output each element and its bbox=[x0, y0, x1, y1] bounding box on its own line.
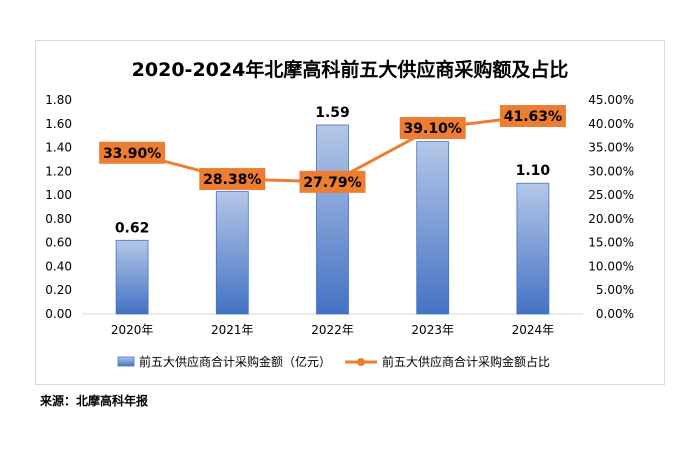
y-left-tick-label: 1.00 bbox=[45, 188, 72, 202]
y-right-tick-label: 15.00% bbox=[588, 236, 634, 250]
chart-frame bbox=[35, 40, 665, 385]
y-left-tick-label: 0.60 bbox=[45, 236, 72, 250]
ratio-label-box bbox=[99, 141, 166, 164]
y-right-tick-label: 30.00% bbox=[588, 164, 634, 178]
legend-line-label: 前五大供应商合计采购金额占比 bbox=[382, 354, 550, 369]
legend-bar-label: 前五大供应商合计采购金额（亿元） bbox=[139, 354, 331, 369]
x-tick-label: 2020年 bbox=[111, 323, 154, 337]
y-left-tick-label: 0.40 bbox=[45, 259, 72, 273]
y-right-tick-label: 40.00% bbox=[588, 117, 634, 131]
y-right-tick-label: 25.00% bbox=[588, 188, 634, 202]
bar bbox=[516, 182, 550, 315]
ratio-label: 41.63% bbox=[499, 105, 566, 128]
y-left-tick-label: 1.40 bbox=[45, 141, 72, 155]
ratio-label-box bbox=[299, 170, 366, 193]
bar bbox=[416, 141, 450, 315]
y-left-tick-label: 0.00 bbox=[45, 307, 72, 321]
y-right-tick-label: 45.00% bbox=[588, 93, 634, 107]
ratio-label-text: 27.79% bbox=[303, 175, 361, 191]
source-note: 来源：北摩高科年报 bbox=[40, 394, 149, 408]
y-right-tick-label: 20.00% bbox=[588, 212, 634, 226]
x-tick-label: 2021年 bbox=[211, 323, 254, 337]
legend-bar-swatch bbox=[117, 356, 135, 367]
ratio-label-box bbox=[199, 168, 266, 191]
ratio-label-text: 28.38% bbox=[203, 172, 261, 188]
x-tick-label: 2022年 bbox=[311, 323, 354, 337]
x-tick-label: 2023年 bbox=[411, 323, 454, 337]
bar bbox=[316, 124, 349, 315]
ratio-label-box bbox=[499, 105, 566, 128]
ratio-label: 33.90% bbox=[99, 141, 166, 164]
bar bbox=[115, 239, 149, 315]
ratio-label: 28.38% bbox=[199, 168, 266, 191]
y-left-tick-label: 1.20 bbox=[45, 164, 72, 178]
bar-value-label: 1.10 bbox=[516, 163, 551, 179]
chart-title: 2020-2024年北摩高科前五大供应商采购额及占比 bbox=[132, 58, 569, 81]
bar-value-label: 1.59 bbox=[315, 105, 350, 121]
bar bbox=[215, 191, 249, 315]
y-left-tick-label: 1.80 bbox=[45, 93, 72, 107]
ratio-label-text: 41.63% bbox=[504, 109, 562, 125]
y-left-tick-label: 0.80 bbox=[45, 212, 72, 226]
bar-value-label: 0.62 bbox=[115, 220, 150, 236]
ratio-label-box bbox=[399, 117, 466, 140]
y-left-tick-label: 1.60 bbox=[45, 117, 72, 131]
ratio-label: 39.10% bbox=[399, 117, 466, 140]
y-right-tick-label: 0.00% bbox=[596, 307, 634, 321]
ratio-label-text: 39.10% bbox=[404, 121, 462, 137]
y-left-tick-label: 0.20 bbox=[45, 283, 72, 297]
ratio-label-text: 33.90% bbox=[103, 146, 161, 162]
y-right-tick-label: 35.00% bbox=[588, 141, 634, 155]
x-tick-label: 2024年 bbox=[512, 323, 555, 337]
y-right-tick-label: 5.00% bbox=[596, 283, 634, 297]
ratio-label: 27.79% bbox=[299, 170, 366, 193]
y-right-tick-label: 10.00% bbox=[588, 259, 634, 273]
legend-line-marker bbox=[357, 358, 365, 366]
